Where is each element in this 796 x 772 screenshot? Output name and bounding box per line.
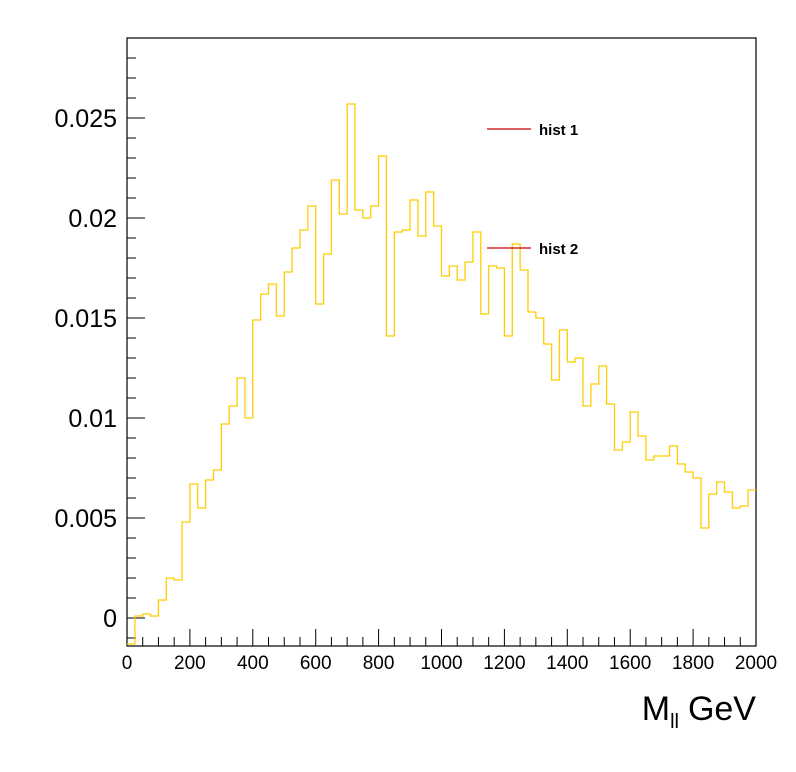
x-tick-label: 1600 — [609, 653, 651, 674]
x-axis-label-main: M — [642, 690, 670, 728]
y-tick-label: 0 — [103, 605, 117, 633]
x-axis-label-subscript: ll — [670, 711, 679, 733]
y-tick-label: 0.01 — [68, 405, 117, 433]
plot-frame — [126, 37, 757, 647]
x-tick-label: 2000 — [735, 653, 777, 674]
legend: hist 1 hist 2 — [487, 122, 578, 258]
x-tick-label: 800 — [363, 653, 395, 674]
legend-label-hist1: hist 1 — [539, 122, 578, 139]
y-tick-label: 0.005 — [54, 505, 117, 533]
y-tick-label: 0.02 — [68, 205, 117, 233]
x-axis-label-unit: GeV — [688, 690, 756, 728]
x-tick-label: 400 — [237, 653, 269, 674]
x-tick-label: 1800 — [672, 653, 714, 674]
x-tick-label: 1400 — [546, 653, 588, 674]
y-tick-label: 0.025 — [54, 105, 117, 133]
histogram-series-line — [127, 103, 756, 645]
x-tick-label: 600 — [300, 653, 332, 674]
x-tick-label: 1200 — [483, 653, 525, 674]
x-tick-label: 0 — [122, 653, 133, 674]
x-tick-label: 1000 — [420, 653, 462, 674]
x-tick-label: 200 — [174, 653, 206, 674]
legend-label-hist2: hist 2 — [539, 241, 578, 258]
x-axis-label: Mll GeV — [642, 690, 757, 733]
axes: 0 200 400 600 800 1000 1200 1400 1600 1800 2000 0 0.… — [54, 57, 777, 674]
y-tick-label: 0.015 — [54, 305, 117, 333]
